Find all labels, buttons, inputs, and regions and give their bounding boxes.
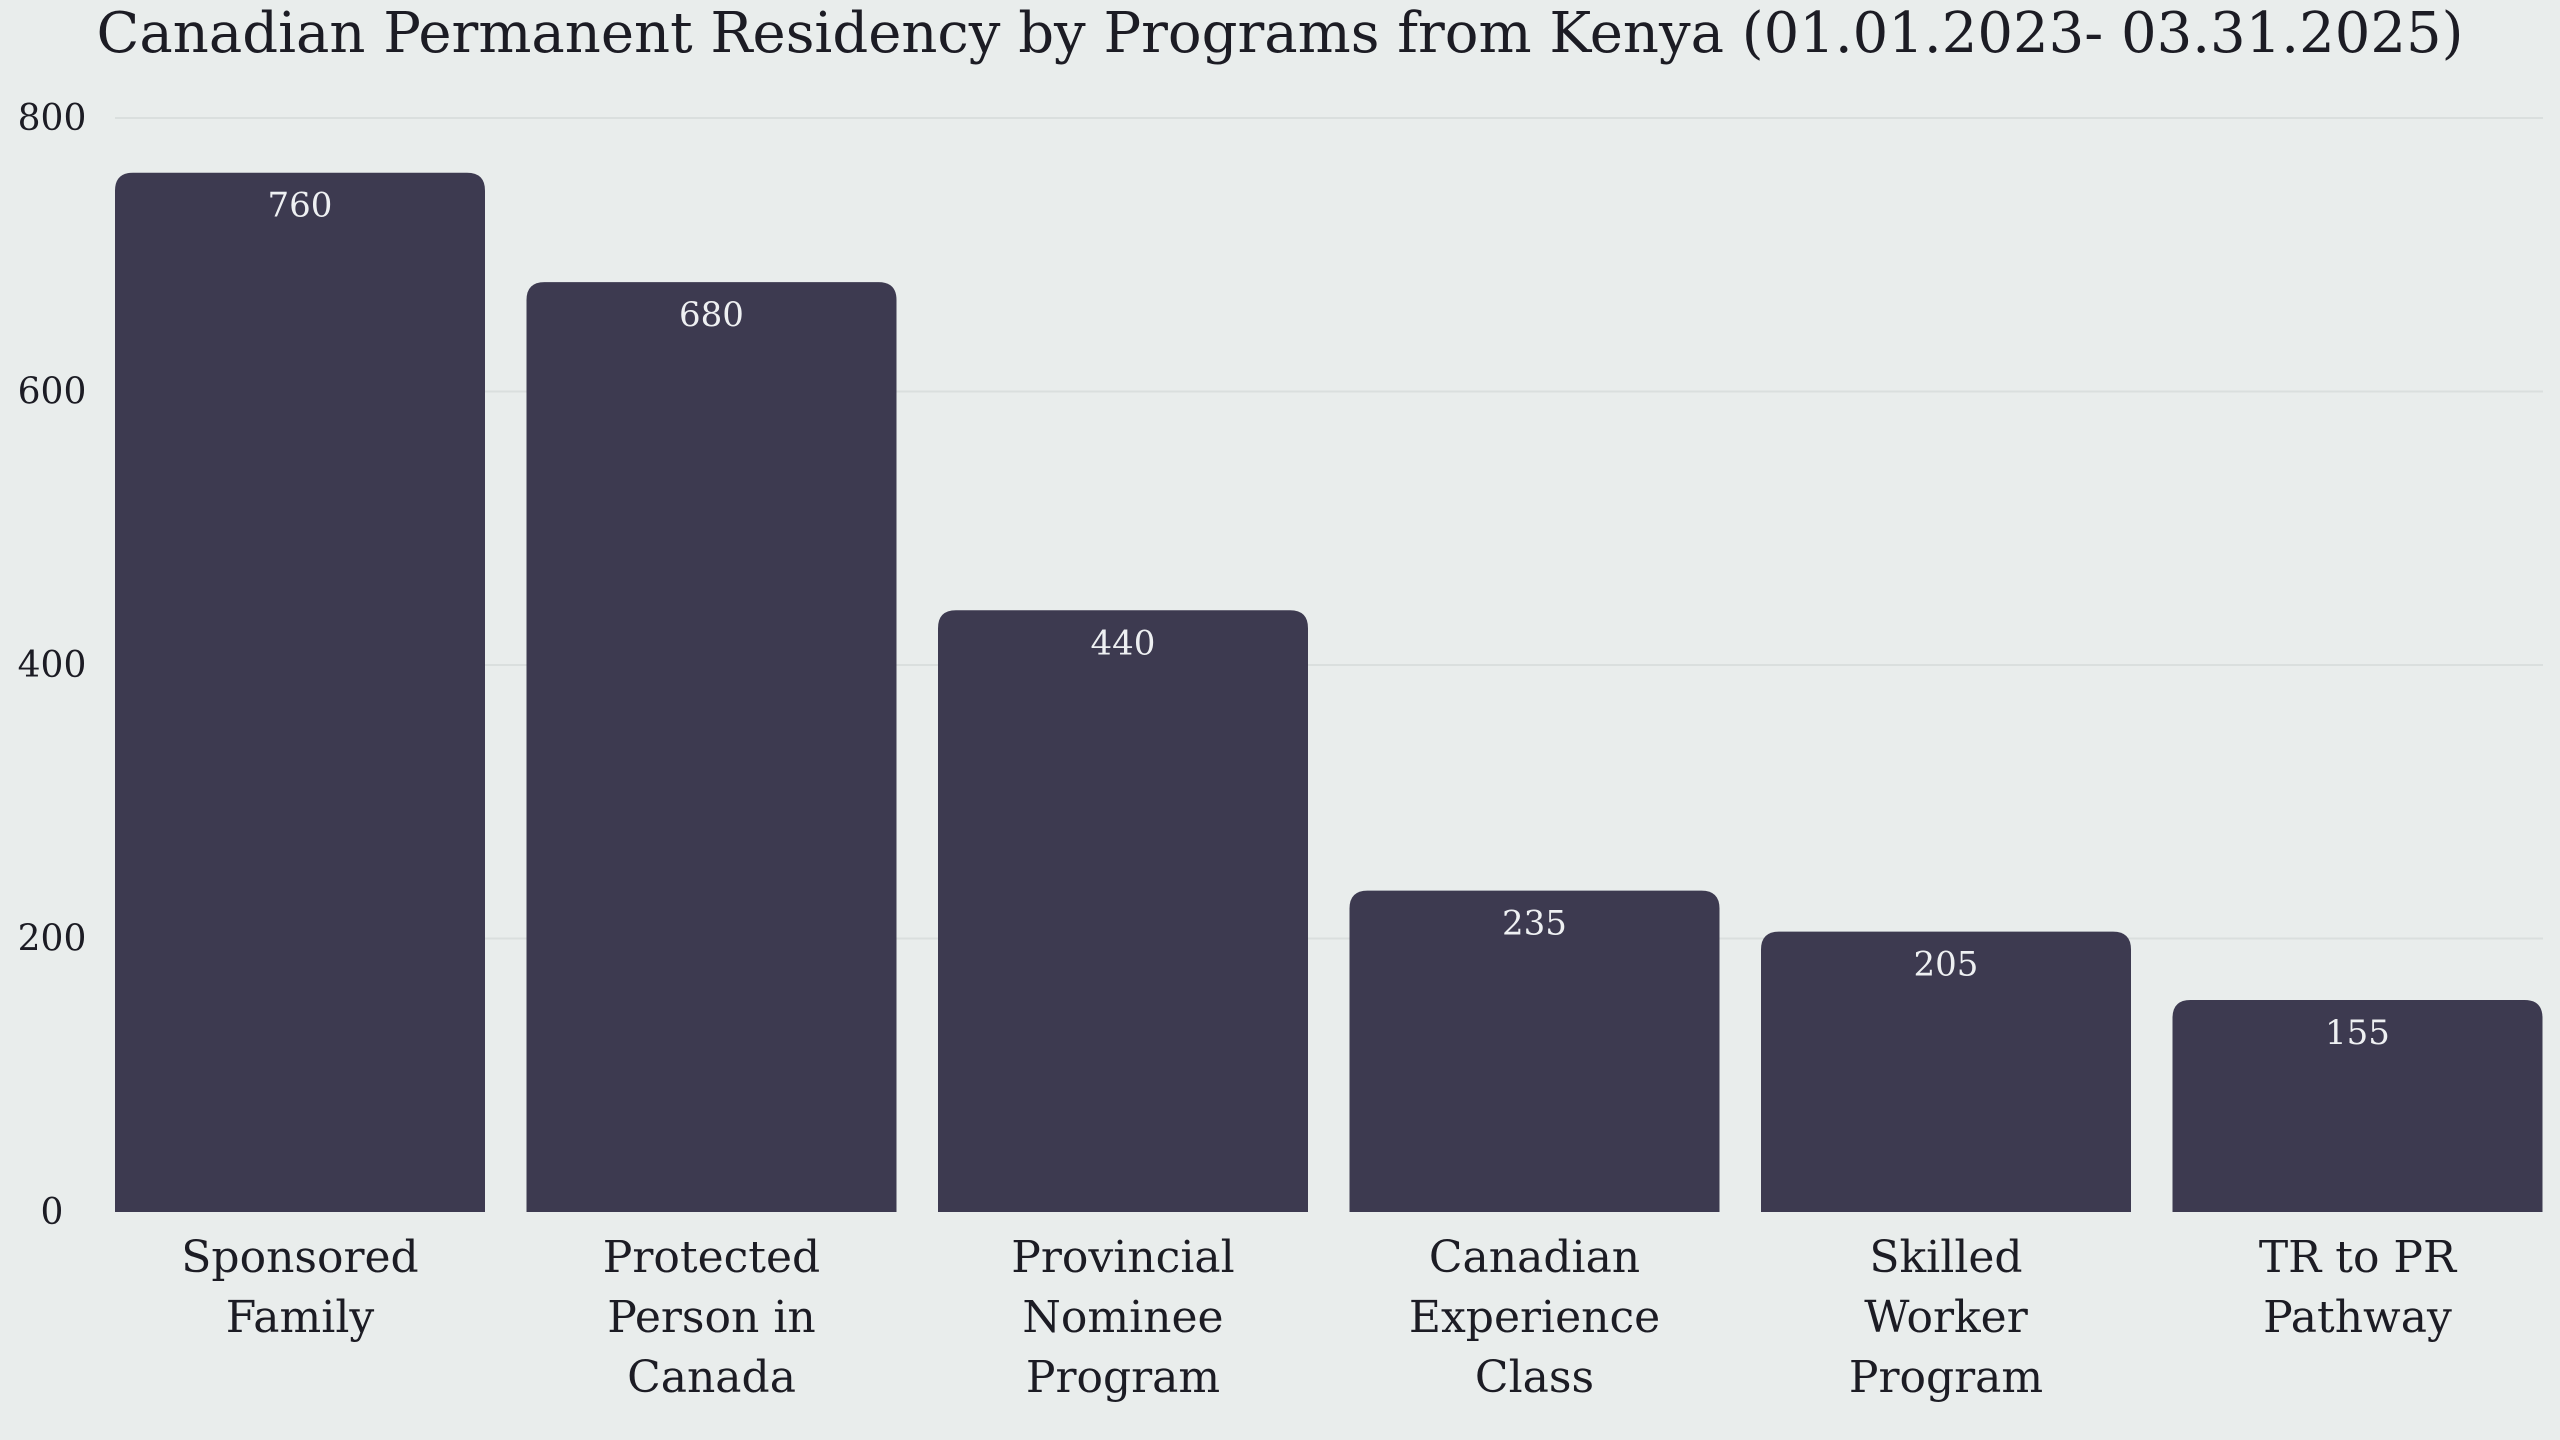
y-tick-label: 600 [18, 372, 87, 413]
bar-value-label: 680 [679, 295, 744, 335]
y-tick-label: 200 [18, 919, 87, 960]
bar-protected-person-in-canada [526, 282, 897, 1213]
bar-value-label: 440 [1091, 623, 1156, 663]
x-category-label: Provincial Nominee Program [1011, 1232, 1234, 1403]
x-category-label: TR to PR Pathway [2259, 1232, 2458, 1343]
bar-value-labels: 760 680 440 235 205 155 [268, 186, 2390, 1053]
bar-tr-to-pr-pathway [2172, 1000, 2543, 1212]
x-axis-categories: Sponsored Family Protected Person in Canada P… [181, 1232, 2458, 1403]
y-tick-label: 400 [18, 645, 87, 686]
y-tick-label: 0 [41, 1192, 64, 1233]
bar-value-label: 760 [268, 186, 333, 226]
bar-provincial-nominee-program [938, 610, 1308, 1212]
y-tick-label: 800 [18, 98, 87, 139]
bar-value-label: 155 [2325, 1013, 2390, 1053]
gridlines [115, 117, 2543, 940]
bars [115, 172, 2543, 1213]
bar-value-label: 235 [1502, 904, 1567, 944]
x-category-label: Sponsored Family [181, 1232, 418, 1343]
bar-sponsored-family [115, 172, 485, 1213]
chart-title: Canadian Permanent Residency by Programs… [97, 1, 2464, 66]
x-category-label: Protected Person in Canada [603, 1232, 820, 1403]
y-axis-ticks: 0 200 400 600 800 [18, 98, 87, 1233]
x-category-label: Skilled Worker Program [1849, 1232, 2043, 1403]
bar-skilled-worker-program [1761, 931, 2131, 1212]
x-category-label: Canadian Experience Class [1409, 1232, 1660, 1403]
bar-value-label: 205 [1914, 945, 1979, 985]
bar-canadian-experience-class [1349, 890, 1720, 1212]
